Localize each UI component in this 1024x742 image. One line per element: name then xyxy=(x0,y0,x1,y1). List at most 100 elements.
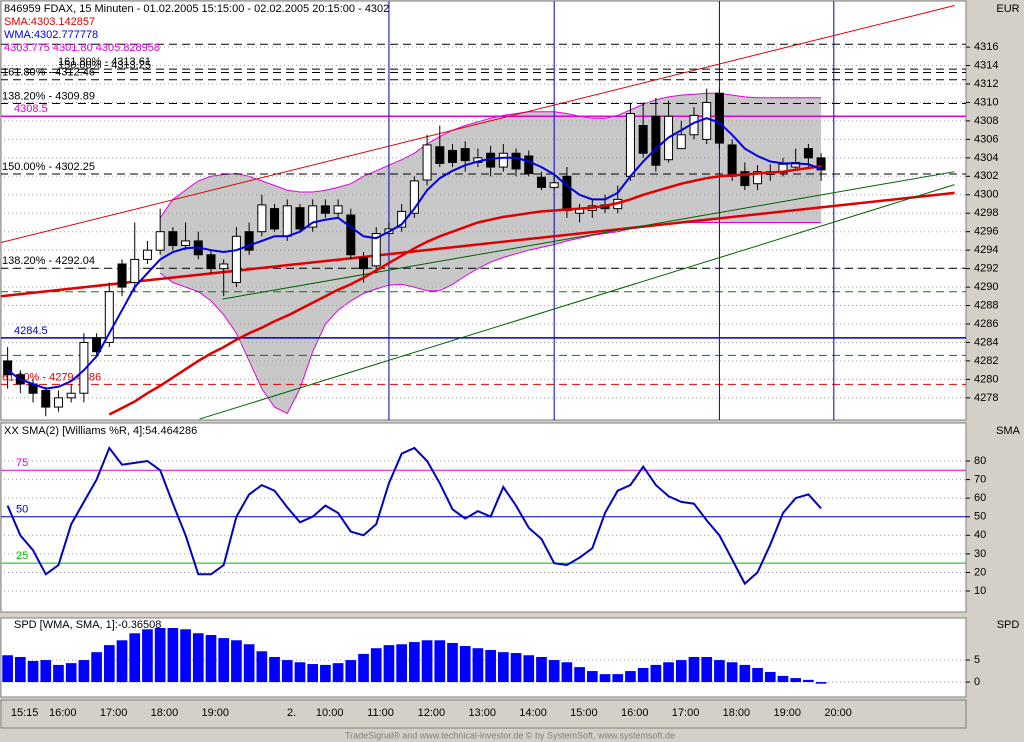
candle-body xyxy=(66,392,76,399)
bar xyxy=(40,660,52,683)
y-tick-label: 10 xyxy=(974,585,986,597)
bar xyxy=(167,627,179,683)
time-axis xyxy=(0,699,967,729)
bar xyxy=(180,629,191,683)
trend-line xyxy=(1,191,955,298)
bar xyxy=(129,633,141,683)
candle-body xyxy=(447,149,457,163)
bar xyxy=(434,640,446,683)
bar xyxy=(218,638,230,683)
bar xyxy=(764,671,776,683)
y-tick-label: 20 xyxy=(974,566,986,578)
band-area xyxy=(160,93,822,414)
y-tick-label: 4300 xyxy=(974,189,998,201)
candle-body xyxy=(142,249,152,260)
x-tick-label: 18:00 xyxy=(723,707,751,719)
y-tick-label: 60 xyxy=(974,492,986,504)
candle-body xyxy=(3,360,13,376)
candle-body xyxy=(740,171,750,187)
candle-body xyxy=(41,389,51,408)
bar xyxy=(485,649,496,683)
bar xyxy=(612,674,624,683)
bar xyxy=(497,652,509,683)
x-tick-label: 10:00 xyxy=(316,707,344,719)
x-tick-label: 17:00 xyxy=(672,707,700,719)
level-label: 150.00% - 4302.25 xyxy=(2,161,95,173)
y-tick-label: 4288 xyxy=(974,299,998,311)
candle-body xyxy=(130,258,140,283)
bar xyxy=(409,642,420,683)
x-tick-label: 16:00 xyxy=(621,707,649,719)
bar xyxy=(281,660,293,683)
bar xyxy=(663,662,674,683)
candle-body xyxy=(181,240,191,247)
trend-line xyxy=(222,171,955,300)
y-tick-label: 4308 xyxy=(974,115,998,127)
x-tick-label: 2. xyxy=(287,707,296,719)
y-tick-label: 4298 xyxy=(974,207,998,219)
bar xyxy=(815,682,827,684)
candle-body xyxy=(625,113,635,177)
y-tick-label: 4294 xyxy=(974,244,998,256)
x-tick-label: 19:00 xyxy=(202,707,230,719)
x-tick-label: 15:15 xyxy=(11,707,39,719)
candle-body xyxy=(460,148,470,162)
candle-body xyxy=(651,115,661,166)
spd-plot xyxy=(1,627,966,684)
oscillator-line xyxy=(6,445,822,586)
trend-line xyxy=(1,5,955,244)
oscillator-title: XX SMA(2) [Williams %R, 4]:54.464286 xyxy=(4,425,197,437)
candle-body xyxy=(409,180,419,214)
oscillator-plot: 75 50 25 xyxy=(1,445,966,592)
candle-body xyxy=(498,152,508,168)
bar xyxy=(231,640,242,683)
candle-body xyxy=(549,182,559,188)
bar xyxy=(523,655,535,683)
y-tick-label: 4314 xyxy=(974,59,998,71)
x-tick-label: 18:00 xyxy=(151,707,179,719)
x-tick-label: 12:00 xyxy=(418,707,446,719)
y-tick-label: 70 xyxy=(974,473,986,485)
bar xyxy=(2,655,13,683)
bar xyxy=(320,664,331,683)
candle-body xyxy=(359,257,369,270)
y-tick-label: 4312 xyxy=(974,78,998,90)
trend-line xyxy=(199,184,955,420)
y-tick-label: 4286 xyxy=(974,318,998,330)
bar xyxy=(803,679,814,683)
bar xyxy=(396,644,407,683)
candle-body xyxy=(270,208,280,230)
bar xyxy=(53,664,64,683)
bar xyxy=(586,671,598,683)
y-tick-label: 4292 xyxy=(974,263,998,275)
x-tick-label: 19:00 xyxy=(773,707,801,719)
bar xyxy=(574,667,585,683)
bar xyxy=(675,660,687,683)
x-tick-label: 13:00 xyxy=(468,707,496,719)
bar xyxy=(510,653,522,683)
bar xyxy=(472,648,484,683)
bar xyxy=(256,651,268,683)
bar xyxy=(421,640,433,683)
spd-title: SPD [WMA, SMA, 1]:-0.36508 xyxy=(14,619,161,631)
bar xyxy=(447,642,458,683)
axes: 4278 4280 4282 4284 4286 4288 4290 4292 4294 4296… xyxy=(11,41,999,719)
candle-body xyxy=(206,254,216,270)
oscillator-panel xyxy=(0,422,967,613)
y-tick-label: 4282 xyxy=(974,355,998,367)
band-line xyxy=(159,92,822,219)
candle-body xyxy=(219,263,229,270)
level-label: 25 xyxy=(16,550,28,562)
bar xyxy=(777,675,789,683)
chart-title: 846959 FDAX, 15 Minuten - 01.02.2005 15:… xyxy=(4,3,389,15)
candle-body xyxy=(727,144,737,177)
bar xyxy=(790,678,802,683)
bar xyxy=(345,660,357,683)
bar xyxy=(243,644,255,683)
candle-body xyxy=(231,235,241,283)
level-label: 4284.5 xyxy=(14,325,48,337)
legend-entry: SMA:4303.142857 xyxy=(4,16,95,28)
candle-body xyxy=(117,263,127,288)
candle-body xyxy=(53,397,63,408)
